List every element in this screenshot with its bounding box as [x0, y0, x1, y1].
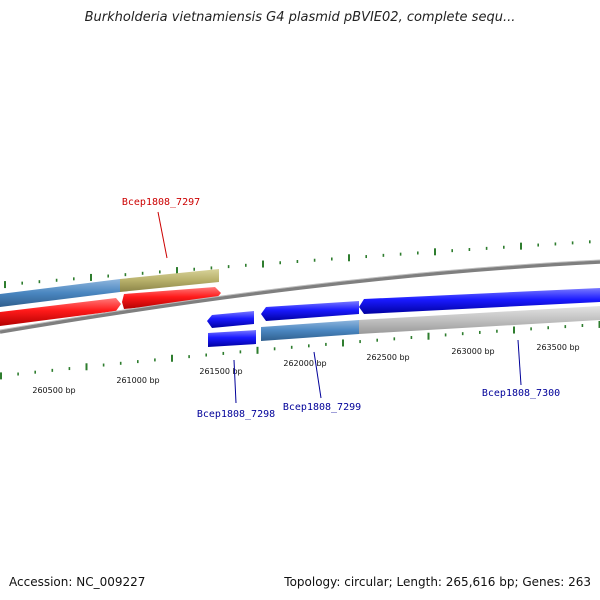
ruler-label: 261000 bp [116, 376, 159, 385]
gene-arrow-red-1 [0, 298, 121, 326]
gene-label-bcep1808-7299[interactable]: Bcep1808_7299 [283, 402, 361, 413]
cds-band-steel-right [261, 320, 359, 341]
gene-label-bcep1808-7300[interactable]: Bcep1808_7300 [482, 388, 560, 399]
callout-line-7299 [313, 351, 322, 399]
cds-band-khaki [120, 269, 219, 292]
cds-band-gray [359, 306, 600, 334]
callout-line-7297 [157, 211, 168, 259]
topology-summary: Topology: circular; Length: 265,616 bp; … [284, 575, 591, 589]
gene-arrow-blue-upper-2 [261, 301, 359, 321]
accession-text: Accession: NC_009227 [9, 575, 146, 589]
ruler-label: 263500 bp [536, 343, 579, 352]
ruler-labels: 260500 bp 261000 bp 261500 bp 262000 bp 2625… [32, 343, 579, 395]
ruler-label: 260500 bp [32, 386, 75, 395]
plasmid-backbone [0, 260, 600, 334]
ruler-label: 262500 bp [366, 353, 409, 362]
gene-arrow-bcep1808-7297 [122, 287, 221, 309]
callout-line-7298 [233, 359, 237, 404]
ruler-label: 261500 bp [199, 367, 242, 376]
gene-label-bcep1808-7298[interactable]: Bcep1808_7298 [197, 409, 275, 420]
callout-line-7300 [517, 339, 522, 386]
outer-tick-row [4, 240, 591, 289]
gene-arrow-blue-upper-1 [207, 311, 254, 328]
gene-label-bcep1808-7297[interactable]: Bcep1808_7297 [122, 197, 200, 208]
ruler-label: 262000 bp [283, 359, 326, 368]
map-title: Burkholderia vietnamiensis G4 plasmid pB… [84, 10, 516, 25]
cds-band-steel-left [0, 279, 120, 307]
gene-arrow-blue-upper-3 [359, 288, 600, 314]
ruler-label: 263000 bp [451, 347, 494, 356]
gene-block-bcep1808-7298 [208, 330, 256, 347]
inner-tick-row [0, 320, 600, 380]
